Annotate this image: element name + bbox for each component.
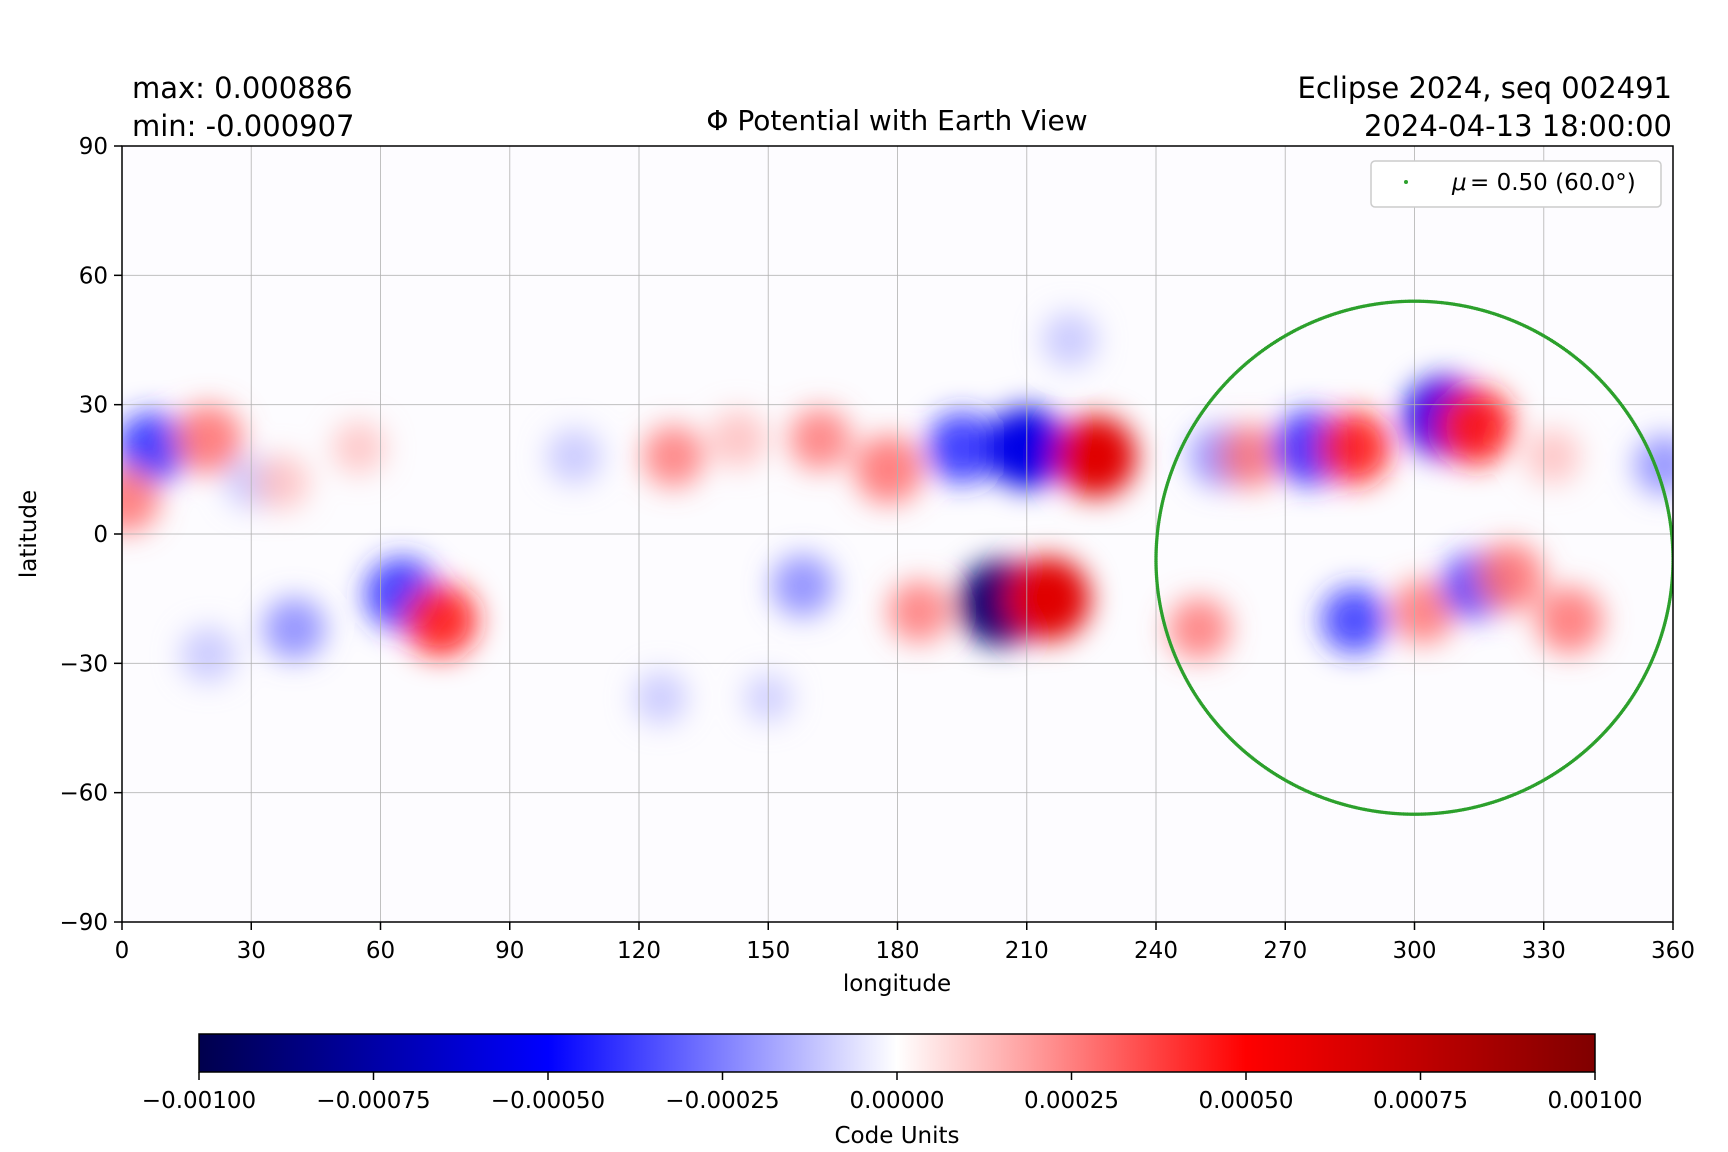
- max-value-text: max: 0.000886: [132, 71, 353, 105]
- colorbar-tick-label-6: 0.00050: [1198, 1088, 1293, 1114]
- legend: μ = 0.50 (60.0°): [1370, 160, 1662, 208]
- colorbar-tick-label-4: 0.00000: [849, 1088, 944, 1114]
- x-tick-label-0: 0: [115, 938, 130, 964]
- field-blob-29: [1006, 556, 1091, 641]
- colorbar-gradient: [198, 1033, 1596, 1073]
- field-blob-4: [253, 454, 310, 511]
- legend-marker: [1404, 180, 1408, 184]
- chart-title: Φ Potential with Earth View: [706, 104, 1087, 137]
- legend-mu-symbol: μ: [1451, 170, 1467, 196]
- y-axis-label: latitude: [16, 490, 42, 578]
- field-blob-26: [771, 554, 834, 617]
- field-blob-17: [1317, 411, 1391, 485]
- x-axis-ticks: 0 30 60 90 120 150 180 210 240 270 300 330 360: [115, 922, 1695, 964]
- colorbar-tick-label-1: −0.00075: [316, 1088, 430, 1114]
- field-blob-24: [263, 597, 326, 661]
- x-axis-label: longitude: [843, 971, 951, 997]
- field-blob-11: [926, 412, 998, 484]
- colorbar-ticks: −0.00100 −0.00075 −0.00050 −0.00025 0.00000 0…: [142, 1072, 1643, 1114]
- field-blob-0: [122, 412, 188, 484]
- x-tick-label-6: 180: [876, 938, 920, 964]
- field-blob-layer: [122, 311, 1673, 725]
- colorbar-tick-label-3: −0.00025: [665, 1088, 779, 1114]
- y-axis-ticks: 90 60 30 0 −30 −60 −90: [59, 134, 122, 936]
- colorbar-tick-label-2: −0.00050: [491, 1088, 605, 1114]
- colorbar-label: Code Units: [835, 1123, 960, 1149]
- earth-view-curve: [1154, 299, 1673, 816]
- y-tick-label-4: −30: [59, 651, 108, 677]
- y-tick-label-3: 0: [93, 522, 108, 548]
- x-tick-label-8: 240: [1134, 938, 1178, 964]
- field-blob-35: [1536, 586, 1603, 654]
- legend-box: [1370, 160, 1662, 208]
- field-blob-27: [887, 580, 951, 643]
- colorbar-tick-label-0: −0.00100: [142, 1088, 256, 1114]
- field-blob-13: [1054, 415, 1137, 498]
- x-tick-label-5: 150: [746, 938, 790, 964]
- field-blob-19: [1436, 387, 1514, 466]
- colorbar-tick-label-5: 0.00025: [1024, 1088, 1119, 1114]
- x-tick-label-9: 270: [1263, 938, 1307, 964]
- y-tick-label-2: 30: [79, 393, 108, 419]
- run-label: Eclipse 2024, seq 002491: [1298, 71, 1672, 105]
- field-blob-32: [1390, 579, 1456, 644]
- x-tick-label-12: 360: [1651, 938, 1695, 964]
- field-blob-1: [122, 466, 160, 533]
- field-blob-6: [546, 428, 603, 485]
- field-blob-2: [173, 404, 243, 474]
- y-tick-label-6: −90: [59, 910, 108, 936]
- field-blob-15: [1218, 424, 1284, 489]
- field-blob-10: [854, 434, 924, 504]
- x-tick-label-2: 60: [366, 938, 395, 964]
- field-blob-30: [1167, 597, 1231, 661]
- y-tick-label-1: 60: [79, 263, 108, 289]
- field-blob-31: [1320, 586, 1388, 654]
- field-blob-23: [404, 583, 478, 657]
- colorbar: −0.00100 −0.00075 −0.00050 −0.00025 0.00000 0…: [142, 1033, 1643, 1149]
- field-blob-9: [788, 407, 852, 471]
- field-blob-21: [1634, 434, 1673, 496]
- colorbar-tick-label-7: 0.00075: [1373, 1088, 1468, 1114]
- timestamp-label: 2024-04-13 18:00:00: [1364, 109, 1672, 143]
- x-tick-label-11: 330: [1522, 938, 1566, 964]
- x-tick-label-1: 30: [237, 938, 266, 964]
- field-blob-34: [1474, 542, 1544, 612]
- plot-area: [121, 145, 1674, 923]
- x-tick-label-10: 300: [1393, 938, 1437, 964]
- x-tick-label-3: 90: [495, 938, 524, 964]
- field-blob-38: [1041, 311, 1098, 369]
- field-blob-20: [1524, 428, 1581, 485]
- field-blob-5: [332, 420, 386, 475]
- x-tick-label-4: 120: [617, 938, 661, 964]
- min-value-text: min: -0.000907: [132, 109, 355, 143]
- field-blob-37: [633, 670, 688, 725]
- field-blob-8: [709, 410, 768, 469]
- y-tick-label-0: 90: [79, 134, 108, 160]
- field-heatmap: [122, 311, 1673, 725]
- field-blob-7: [642, 425, 705, 488]
- x-tick-label-7: 210: [1005, 938, 1049, 964]
- legend-label: = 0.50 (60.0°): [1470, 170, 1636, 196]
- colorbar-tick-label-8: 0.00100: [1547, 1088, 1642, 1114]
- grid-lines: [122, 146, 1673, 922]
- field-blob-25: [180, 626, 237, 683]
- y-tick-label-5: −60: [59, 781, 108, 807]
